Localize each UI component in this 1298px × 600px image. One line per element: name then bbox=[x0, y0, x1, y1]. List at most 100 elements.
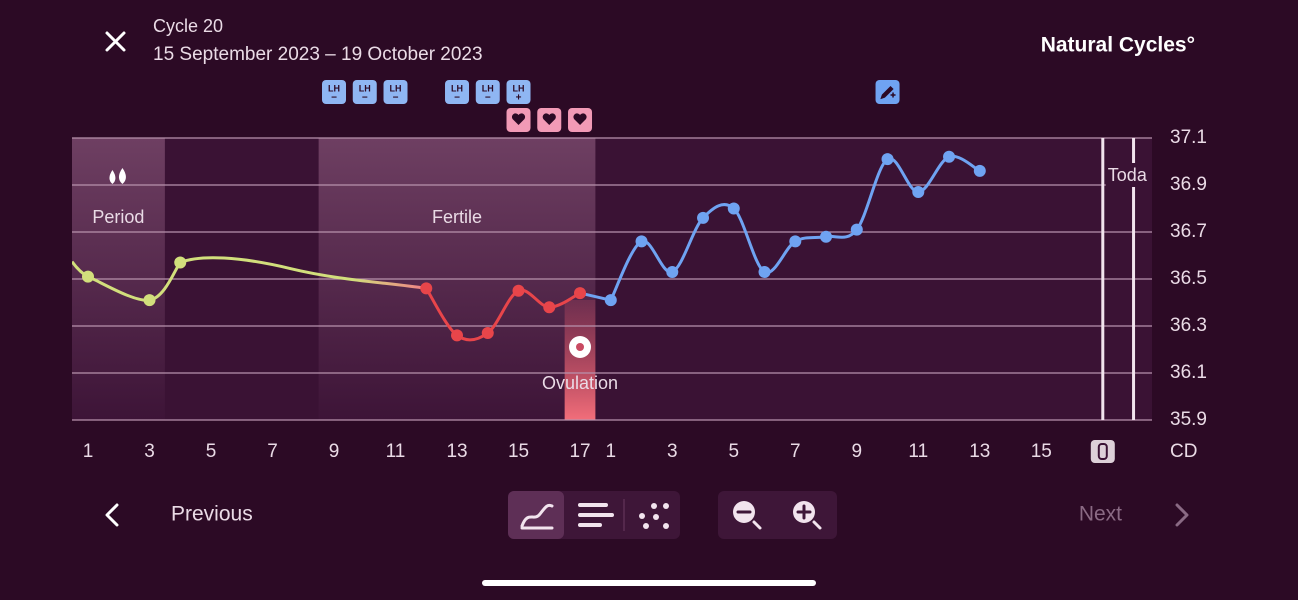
temperature-point bbox=[973, 164, 986, 177]
close-icon bbox=[105, 31, 126, 52]
temperature-point bbox=[635, 235, 648, 248]
lh-test-label: LH bbox=[513, 83, 525, 93]
temperature-point bbox=[574, 287, 587, 300]
lh-test-result: − bbox=[362, 93, 368, 104]
lh-test-result: − bbox=[485, 93, 491, 104]
x-tick-label: 3 bbox=[144, 441, 155, 462]
lh-test-icon bbox=[506, 80, 531, 104]
y-tick-label: 36.7 bbox=[1170, 221, 1207, 242]
cycle-dates: 15 September 2023 – 19 October 2023 bbox=[153, 44, 483, 65]
x-tick-label: 11 bbox=[386, 441, 406, 462]
y-tick-label: 36.5 bbox=[1170, 268, 1207, 289]
x-tick-label: 5 bbox=[206, 441, 217, 462]
lh-test-icon bbox=[322, 80, 347, 104]
x-axis-label: CD bbox=[1170, 441, 1197, 462]
dot-icon bbox=[653, 514, 659, 520]
zoom-out-handle bbox=[752, 520, 762, 530]
lh-test-result: + bbox=[516, 93, 522, 104]
curve-view-bg bbox=[508, 491, 564, 539]
temperature-point bbox=[758, 265, 771, 278]
x-tick-label: 5 bbox=[728, 441, 739, 462]
brand-logo: Natural Cycles° bbox=[1041, 34, 1195, 57]
dot-view-button[interactable] bbox=[639, 503, 669, 529]
ovulation-bar bbox=[564, 300, 596, 420]
close-button[interactable] bbox=[105, 31, 126, 52]
temperature-point bbox=[697, 211, 710, 224]
dot-icon bbox=[643, 523, 649, 529]
lh-test-icon bbox=[383, 80, 408, 104]
y-tick-label: 36.1 bbox=[1170, 362, 1207, 383]
temperature-point bbox=[81, 270, 94, 283]
lh-test-label: LH bbox=[359, 83, 371, 93]
dot-icon bbox=[663, 503, 669, 509]
x-tick-label: 13 bbox=[446, 441, 467, 462]
period-icon bbox=[109, 168, 126, 184]
plot bbox=[72, 137, 1152, 421]
zoom-in-glyph bbox=[796, 504, 812, 520]
temperature-point bbox=[912, 186, 925, 199]
previous-button[interactable]: Previous bbox=[105, 503, 253, 527]
temperature-point bbox=[666, 265, 679, 278]
temperature-point bbox=[727, 202, 740, 215]
temperature-point bbox=[789, 235, 802, 248]
x-tick-label: 15 bbox=[1031, 441, 1052, 462]
curve-view-icon bbox=[520, 503, 554, 530]
next-arrow bbox=[1175, 503, 1189, 527]
lh-test-result: − bbox=[393, 93, 399, 104]
x-tick-label: 3 bbox=[667, 441, 678, 462]
next-label: Next bbox=[1079, 503, 1122, 526]
x-tick-label: 17 bbox=[569, 441, 590, 462]
bar-view-icon bbox=[578, 503, 614, 527]
heart bbox=[542, 113, 556, 125]
heart bbox=[511, 113, 526, 125]
x-tick-label: 7 bbox=[790, 441, 801, 462]
temperature-point bbox=[881, 153, 894, 166]
dot-icon bbox=[639, 513, 645, 519]
ovulation-label: Ovulation bbox=[542, 373, 618, 393]
zoom-out-button[interactable] bbox=[733, 501, 762, 530]
band-label: Fertile bbox=[432, 207, 482, 227]
today-label-bg bbox=[1105, 163, 1152, 187]
temperature-point bbox=[512, 284, 525, 297]
x-tick-label: 15 bbox=[508, 441, 529, 462]
x-tick-label: 1 bbox=[83, 441, 94, 462]
lh-test-icon bbox=[475, 80, 500, 104]
bar-view-button[interactable] bbox=[578, 503, 614, 527]
cycle-title: Cycle 20 bbox=[153, 16, 223, 36]
y-tick-label: 37.1 bbox=[1170, 127, 1207, 148]
zoom-in-button[interactable] bbox=[793, 501, 822, 530]
temperature-point bbox=[451, 329, 464, 342]
ovulation-icon-dot bbox=[576, 343, 585, 351]
dot-icon bbox=[663, 523, 669, 529]
dot-icon bbox=[651, 503, 657, 509]
temperature-point bbox=[604, 294, 617, 307]
temperature-point bbox=[420, 282, 433, 295]
chart-chrome: Period Fertile Ovulation 35.9 36.1 36.3 36.5 36… bbox=[83, 80, 1207, 463]
previous-arrow bbox=[105, 503, 119, 527]
temperature-point bbox=[143, 294, 156, 307]
lh-test-label: LH bbox=[390, 83, 402, 93]
lh-test-icon bbox=[352, 80, 377, 104]
curve-view-button[interactable] bbox=[508, 491, 564, 539]
y-tick-label: 36.9 bbox=[1170, 174, 1207, 195]
x-tick-label: 13 bbox=[969, 441, 990, 462]
next-button[interactable]: Next bbox=[1079, 503, 1189, 527]
y-tick-label: 36.3 bbox=[1170, 315, 1207, 336]
x-tick-label: 9 bbox=[329, 441, 340, 462]
previous-label: Previous bbox=[171, 503, 253, 526]
lh-test-label: LH bbox=[451, 83, 463, 93]
connector bbox=[179, 256, 427, 290]
x-tick-label: 9 bbox=[851, 441, 862, 462]
lh-test-result: − bbox=[331, 93, 337, 104]
home-indicator bbox=[482, 580, 816, 586]
lh-test-icon bbox=[445, 80, 470, 104]
heart bbox=[573, 113, 587, 125]
band-label: Period bbox=[92, 207, 144, 227]
lh-test-label: LH bbox=[482, 83, 494, 93]
temperature-point bbox=[481, 327, 494, 340]
zoom-in-handle bbox=[812, 520, 822, 530]
lh-test-label: LH bbox=[328, 83, 340, 93]
temperature-point bbox=[820, 230, 833, 243]
today-label: Toda bbox=[1108, 165, 1148, 185]
